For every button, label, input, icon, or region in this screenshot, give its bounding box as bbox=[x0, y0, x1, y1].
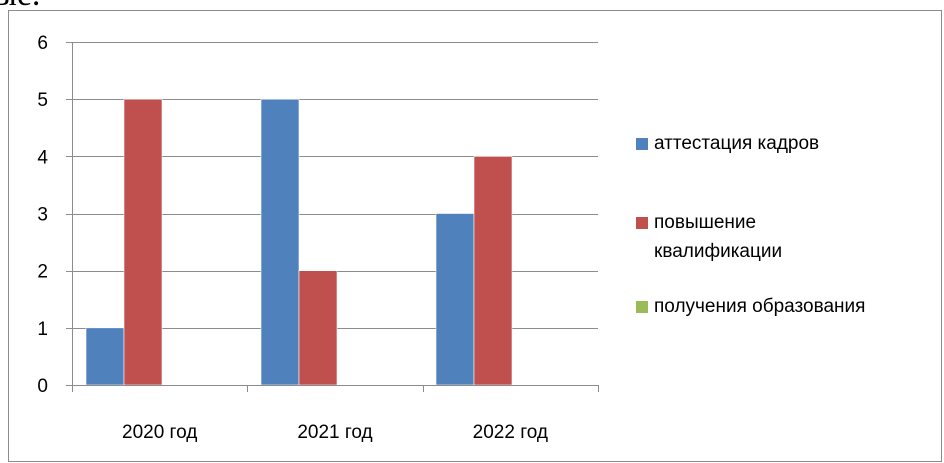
legend-label-line: квалификации bbox=[654, 241, 783, 262]
y-tick-label: 6 bbox=[37, 33, 48, 54]
legend-swatch-red bbox=[636, 217, 648, 229]
legend-label-education: получения образования bbox=[654, 292, 865, 321]
y-tick-label: 3 bbox=[37, 205, 48, 226]
legend-item-education: получения образования bbox=[636, 295, 865, 321]
legend-label-line: получения образования bbox=[654, 296, 866, 317]
legend-item-attestation: аттестация кадров bbox=[636, 132, 819, 158]
bar bbox=[435, 213, 475, 386]
y-tick-label: 2 bbox=[37, 262, 48, 283]
y-tick-label: 0 bbox=[37, 376, 48, 397]
legend-label-line: аттестация кадров bbox=[654, 133, 820, 154]
cropped-heading-text: ые. bbox=[0, 0, 40, 14]
bar bbox=[260, 98, 300, 386]
legend-swatch-blue bbox=[636, 138, 648, 150]
x-tick-label: 2020 год bbox=[122, 422, 197, 443]
bar bbox=[473, 156, 513, 386]
y-tick-label: 4 bbox=[37, 147, 48, 168]
bars bbox=[85, 98, 513, 386]
bar bbox=[298, 270, 338, 386]
x-tick-label: 2022 год bbox=[473, 422, 548, 443]
bar bbox=[123, 98, 163, 386]
legend-label-qualification: повышение квалификации bbox=[654, 208, 782, 266]
legend-label-line: повышение bbox=[654, 212, 757, 233]
y-tick-label: 1 bbox=[37, 319, 48, 340]
axes bbox=[66, 42, 599, 392]
legend-item-qualification: повышение квалификации bbox=[636, 211, 782, 266]
x-tick-label: 2021 год bbox=[297, 422, 372, 443]
tick-labels: 0 1 2 3 4 5 6 2020 год 2021 год 2022 год bbox=[37, 33, 548, 443]
y-tick-label: 5 bbox=[37, 90, 48, 111]
bar bbox=[85, 327, 125, 386]
legend-swatch-green bbox=[636, 301, 648, 313]
legend-label-attestation: аттестация кадров bbox=[654, 129, 819, 158]
